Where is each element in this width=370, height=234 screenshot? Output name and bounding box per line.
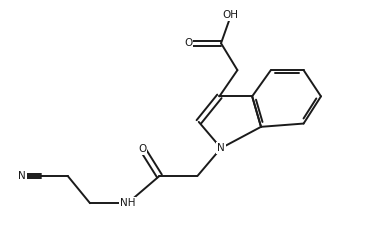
Text: NH: NH bbox=[120, 198, 135, 208]
Text: N: N bbox=[18, 171, 26, 181]
Text: O: O bbox=[184, 38, 192, 48]
Text: OH: OH bbox=[223, 11, 239, 20]
Text: O: O bbox=[138, 144, 147, 154]
Text: N: N bbox=[217, 143, 225, 153]
